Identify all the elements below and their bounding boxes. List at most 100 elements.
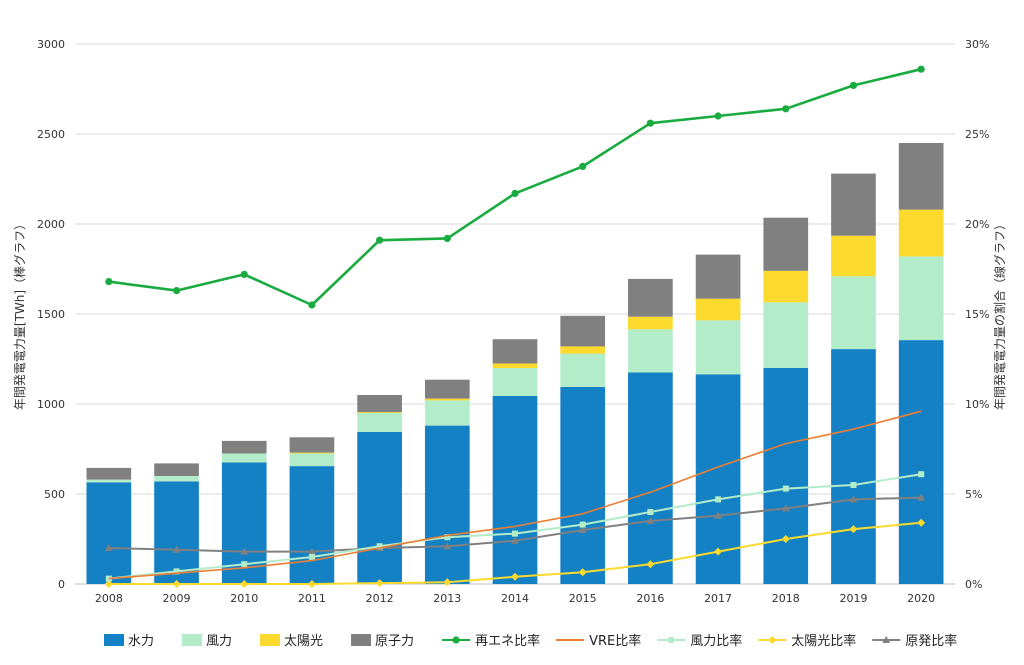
- left-tick-label: 500: [44, 488, 65, 501]
- bar-series-1: [560, 386, 606, 584]
- x-tick-label: 2020: [907, 592, 935, 605]
- point-series-1: [376, 236, 384, 244]
- line-series-1: [105, 65, 925, 309]
- bar-series-2: [221, 453, 267, 463]
- point-series-1: [714, 112, 722, 120]
- bar-series-4: [154, 463, 199, 476]
- right-tick-label: 10%: [965, 398, 989, 411]
- point-series-3: [444, 534, 451, 541]
- x-tick-label: 2017: [704, 592, 732, 605]
- point-series-3: [782, 485, 789, 492]
- bar-series-2: [86, 479, 132, 483]
- bar-series-4: [763, 217, 809, 271]
- bars: [86, 143, 944, 584]
- point-series-4: [375, 579, 384, 588]
- bar-series-3: [831, 235, 876, 277]
- point-series-3: [850, 482, 857, 488]
- point-series-5: [849, 495, 858, 503]
- bar-series-4: [357, 395, 402, 413]
- legend-label: 風力: [206, 634, 232, 649]
- line-path-series-2: [108, 410, 922, 580]
- bar-series-3: [695, 298, 741, 321]
- bar-series-1: [492, 395, 538, 584]
- point-series-5: [240, 547, 249, 555]
- bar-series-4: [560, 315, 606, 347]
- point-series-5: [443, 542, 452, 550]
- right-tick-label: 0%: [965, 578, 982, 591]
- bar-series-1: [831, 349, 876, 584]
- bar-series-1: [628, 372, 673, 584]
- legend-label: VRE比率: [589, 633, 641, 649]
- point-series-4: [172, 580, 181, 588]
- line-series-4: [104, 518, 926, 588]
- point-series-4: [849, 525, 858, 534]
- point-series-3: [308, 554, 315, 560]
- point-series-1: [240, 270, 248, 278]
- legend-swatch-marker: [452, 636, 460, 644]
- bar-series-2: [289, 453, 335, 467]
- legend-swatch-marker: [668, 637, 675, 643]
- left-tick-label: 1500: [37, 308, 65, 321]
- bar-series-3: [289, 452, 335, 454]
- legend-label: 太陽光比率: [791, 633, 856, 649]
- left-tick-label: 2000: [37, 218, 65, 231]
- bar-series-2: [560, 353, 606, 387]
- point-series-1: [308, 301, 316, 309]
- point-series-4: [917, 518, 926, 527]
- x-tick-label: 2016: [636, 592, 664, 605]
- point-series-1: [782, 105, 790, 113]
- bar-series-2: [695, 320, 741, 375]
- bar-series-1: [424, 425, 470, 584]
- y-left-axis-title: 年間発電電力量[TWh]（棒グラフ）: [13, 218, 27, 410]
- x-tick-label: 2011: [298, 592, 326, 605]
- bar-series-3: [560, 346, 606, 354]
- right-tick-label: 30%: [965, 38, 989, 51]
- bar-series-1: [154, 481, 199, 584]
- right-axis-ticks: 0% 5% 10% 15% 20% 25% 30%: [965, 38, 989, 591]
- bar-series-2: [763, 302, 809, 368]
- left-tick-label: 3000: [37, 38, 65, 51]
- point-series-4: [240, 580, 249, 588]
- legend-label: 風力比率: [690, 633, 742, 649]
- point-series-1: [579, 162, 587, 170]
- point-series-3: [376, 543, 383, 550]
- bar-series-2: [424, 400, 470, 426]
- legend-label: 太陽光: [284, 634, 323, 649]
- bar-series-4: [289, 437, 335, 453]
- legend-item: 太陽光: [260, 634, 323, 649]
- point-series-1: [172, 287, 181, 295]
- legend-item: 風力比率: [657, 633, 742, 649]
- legend-item: 原発比率: [872, 633, 957, 649]
- y-right-axis-title: 年間発電電力量の割合（線グラフ）: [992, 218, 1007, 410]
- x-tick-label: 2008: [95, 592, 123, 605]
- bar-series-1: [763, 368, 809, 584]
- bar-series-2: [154, 476, 199, 482]
- point-series-4: [511, 572, 519, 581]
- point-series-5: [646, 517, 655, 524]
- point-series-5: [172, 545, 181, 553]
- bar-series-4: [695, 254, 741, 299]
- bar-series-2: [628, 329, 673, 373]
- left-tick-label: 2500: [37, 128, 65, 141]
- point-series-5: [714, 511, 723, 519]
- point-series-4: [104, 580, 113, 588]
- line-series-2: [108, 410, 922, 580]
- legend: 水力 風力 太陽光 原子力 再エネ比率 VRE比率 風力比率 太陽光比率 原発比率: [104, 633, 957, 649]
- legend-swatch: [182, 634, 203, 646]
- point-series-4: [307, 580, 316, 588]
- legend-item: 水力: [104, 634, 154, 649]
- point-series-3: [715, 496, 722, 503]
- legend-label: 再エネ比率: [475, 633, 540, 649]
- left-axis-ticks: 0 500 1000 1500 2000 2500 3000: [37, 38, 65, 591]
- line-series-3: [105, 471, 925, 582]
- bar-series-1: [289, 466, 335, 584]
- legend-item: 風力: [182, 634, 232, 649]
- right-tick-label: 15%: [965, 308, 989, 321]
- bar-series-1: [898, 340, 944, 584]
- x-tick-label: 2012: [366, 592, 394, 605]
- point-series-1: [849, 81, 858, 89]
- bar-series-1: [86, 482, 132, 584]
- legend-label: 水力: [128, 634, 154, 649]
